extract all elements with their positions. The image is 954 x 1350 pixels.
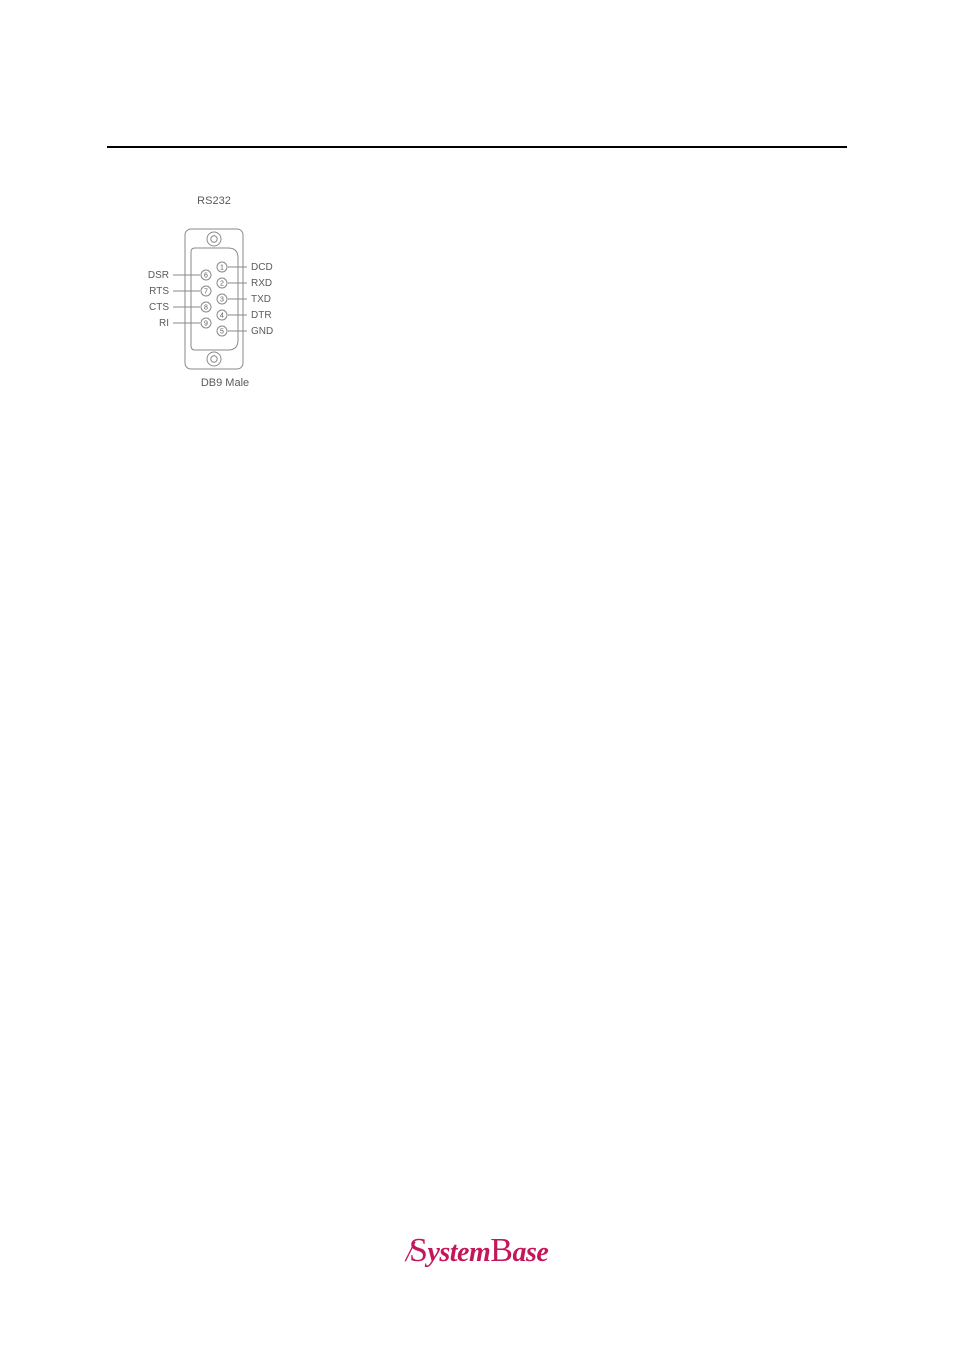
db9-pinout-diagram: RS232 1 2 3 4 5 6 7 8 9 DB9 Male DCD RXD TXD DTR… [125,195,325,445]
svg-text:3: 3 [220,297,224,304]
pin-label-ri: RI [159,318,169,329]
pin-label-cts: CTS [149,302,169,313]
pin-label-txd: TXD [251,294,271,305]
footer-brand-logo: /SystemBase [0,1232,954,1270]
svg-text:1: 1 [220,265,224,272]
brand-ase: ase [512,1237,548,1268]
diagram-title: RS232 [185,195,243,207]
brand-ystem: ystem [427,1237,490,1268]
svg-text:2: 2 [220,281,224,288]
brand-b: B [490,1232,512,1269]
pin-label-dcd: DCD [251,262,273,273]
svg-text:5: 5 [220,329,224,336]
horizontal-rule [107,146,847,148]
svg-text:7: 7 [204,289,208,296]
brand-s: S [409,1232,427,1269]
pin-label-rxd: RXD [251,278,272,289]
pin-label-dsr: DSR [148,270,169,281]
svg-text:6: 6 [204,273,208,280]
svg-text:4: 4 [220,313,224,320]
svg-text:9: 9 [204,321,208,328]
pin-label-dtr: DTR [251,310,272,321]
svg-text:8: 8 [204,305,208,312]
pin-label-gnd: GND [251,326,273,337]
diagram-caption: DB9 Male [175,377,275,389]
pin-label-rts: RTS [149,286,169,297]
